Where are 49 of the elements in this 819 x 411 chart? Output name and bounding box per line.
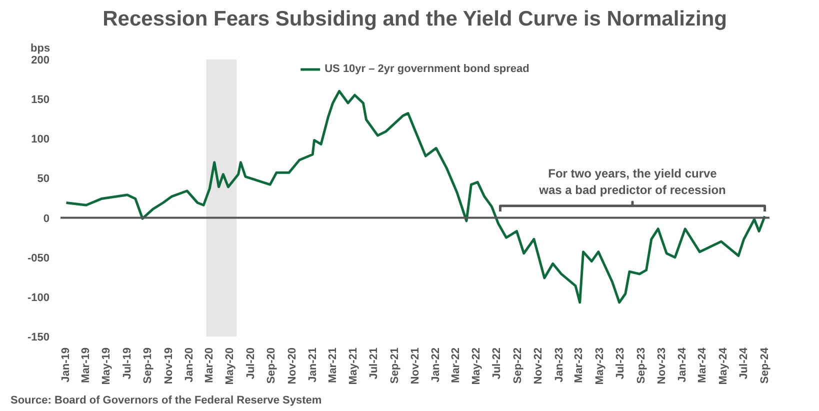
x-tick-label: Nov-20: [286, 347, 298, 384]
x-tick-label: Jan-22: [430, 347, 442, 382]
x-tick-label: Mar-21: [326, 347, 339, 383]
x-tick-label: Nov-21: [410, 347, 422, 384]
x-tick-label: May-24: [717, 346, 730, 385]
x-tick-label: May-19: [100, 348, 113, 385]
x-tick-label: Jul-21: [368, 347, 380, 380]
x-tick-label: Mar-19: [80, 347, 92, 383]
source-note: Source: Board of Governors of the Federal Reserve System: [10, 394, 322, 406]
annotation: For two years, the yield curve was a bad predictor of recession: [538, 166, 726, 198]
x-tick-label: Sep-20: [266, 347, 278, 384]
x-tick-label: Sep-21: [388, 347, 401, 384]
x-tick-label: Sep-22: [512, 347, 524, 384]
x-tick-label: Mar-24: [696, 346, 709, 383]
y-tick-label: -150: [27, 332, 50, 344]
x-tick-label: Jan-21: [306, 347, 319, 382]
y-tick-label: 150: [31, 94, 50, 106]
x-tick-label: Mar-20: [204, 347, 216, 383]
x-tick-label: Sep-24: [758, 346, 771, 384]
line-series: [64, 90, 766, 304]
x-tick-label: May-22: [470, 348, 483, 385]
y-tick-label: -050: [27, 252, 50, 264]
x-tick-label: May-20: [224, 348, 236, 385]
y-tick-label: 0: [43, 212, 50, 225]
x-tick-label: Sep-23: [635, 347, 648, 384]
x-tick-label: Jan-20: [183, 347, 196, 382]
x-tick-label: Jul-24: [738, 346, 750, 380]
x-tick-label: Jul-23: [614, 347, 626, 380]
x-tick-label: Mar-22: [450, 347, 462, 383]
x-tick-label: Nov-23: [656, 347, 668, 384]
x-tick-label: Jan-19: [60, 347, 72, 382]
y-tick-label: 50: [37, 173, 50, 186]
y-axis-title: bps: [30, 42, 50, 54]
x-tick-label: Nov-22: [532, 347, 545, 384]
x-tick-label: May-23: [594, 348, 606, 385]
x-tick-label: May-21: [347, 348, 360, 385]
x-tick-label: Jul-19: [121, 347, 134, 380]
y-tick-label: -100: [27, 292, 50, 304]
chart-title: Recession Fears Subsiding and the Yield Curve is Normalizing: [102, 8, 727, 30]
x-tick-label: Mar-23: [573, 347, 586, 383]
x-tick-label: Sep-19: [142, 347, 154, 384]
legend-label: US 10yr – 2yr government bond spread: [324, 63, 530, 75]
x-tick-label: Jul-22: [491, 347, 504, 380]
x-tick-label: Jan-24: [676, 346, 688, 382]
x-tick-label: Jan-23: [553, 347, 566, 382]
y-tick-label: 100: [31, 134, 50, 146]
x-tick-label: Nov-19: [162, 347, 175, 384]
y-tick-label: 200: [31, 54, 50, 66]
x-tick-label: Jul-20: [244, 347, 257, 380]
